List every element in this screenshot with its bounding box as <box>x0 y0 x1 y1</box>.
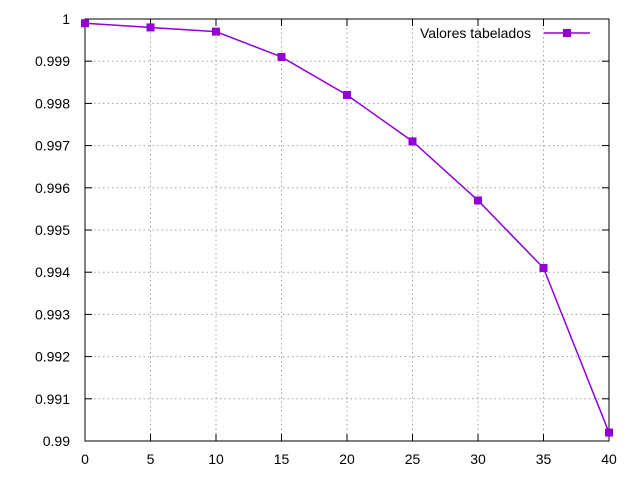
legend-marker-sample <box>563 29 571 37</box>
legend: Valores tabelados <box>420 25 590 41</box>
data-point-marker <box>81 19 89 28</box>
data-point-marker <box>146 23 155 32</box>
data-point-marker <box>212 27 220 36</box>
x-tick-label: 35 <box>536 451 552 467</box>
x-tick-label: 10 <box>208 451 224 467</box>
data-point-marker <box>605 428 613 437</box>
x-axis-tick-labels: 0 5 10 15 20 25 30 35 40 <box>81 451 617 467</box>
data-point-marker <box>277 52 286 61</box>
y-tick-label: 0.996 <box>35 180 70 196</box>
y-tick-label: 0.992 <box>35 349 70 365</box>
data-point-marker <box>343 90 351 99</box>
data-series <box>81 19 613 437</box>
y-tick-label: 0.995 <box>35 222 70 238</box>
x-tick-label: 15 <box>274 451 290 467</box>
x-tick-label: 30 <box>470 451 486 467</box>
data-point-marker <box>408 137 417 146</box>
y-axis-tick-labels: 0.99 0.991 0.992 0.993 0.994 0.995 0.996 0.997 0… <box>35 11 70 449</box>
x-tick-label: 20 <box>339 451 355 467</box>
y-tick-label: 0.997 <box>35 138 70 154</box>
y-tick-label: 0.991 <box>35 391 70 407</box>
x-tick-label: 0 <box>81 451 89 467</box>
y-tick-label: 0.99 <box>43 433 70 449</box>
legend-label: Valores tabelados <box>420 25 531 41</box>
data-point-marker <box>474 196 482 205</box>
data-point-marker <box>539 263 548 272</box>
y-tick-label: 1 <box>62 11 70 27</box>
x-tick-label: 40 <box>601 451 617 467</box>
x-tick-label: 5 <box>147 451 155 467</box>
y-tick-label: 0.999 <box>35 53 70 69</box>
x-tick-label: 25 <box>405 451 421 467</box>
grid-lines <box>85 19 609 441</box>
y-tick-label: 0.998 <box>35 95 70 111</box>
y-tick-label: 0.994 <box>35 264 70 280</box>
y-tick-label: 0.993 <box>35 306 70 322</box>
